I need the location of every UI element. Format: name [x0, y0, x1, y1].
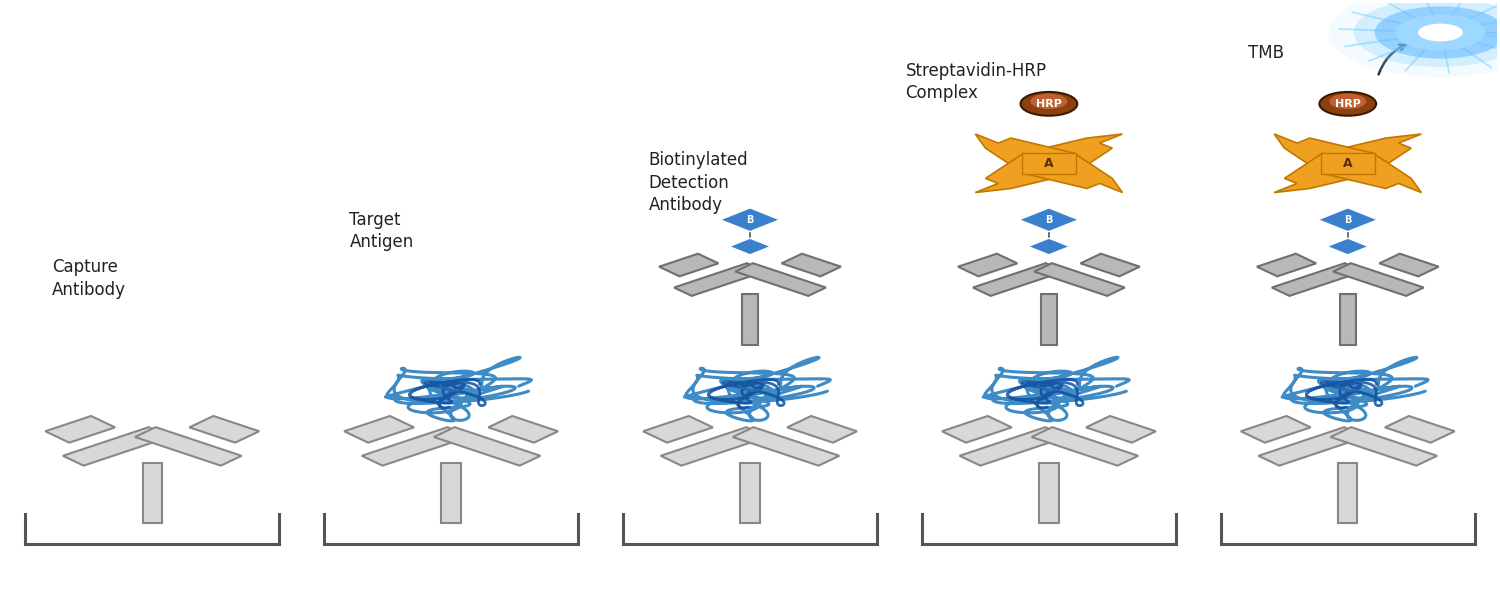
Polygon shape [1086, 416, 1156, 443]
Polygon shape [489, 416, 558, 443]
Polygon shape [1257, 254, 1316, 277]
Polygon shape [958, 254, 1017, 277]
Text: B: B [747, 215, 753, 225]
Text: TMB: TMB [1248, 44, 1284, 62]
Bar [741, 463, 759, 523]
Polygon shape [782, 254, 842, 277]
Polygon shape [729, 238, 771, 255]
Polygon shape [1080, 254, 1140, 277]
Polygon shape [1380, 254, 1438, 277]
Polygon shape [1318, 208, 1377, 232]
Polygon shape [1323, 134, 1422, 173]
Polygon shape [974, 263, 1064, 296]
Polygon shape [1028, 238, 1069, 255]
Polygon shape [1323, 153, 1422, 193]
Polygon shape [1328, 238, 1368, 255]
Polygon shape [362, 427, 468, 466]
Polygon shape [1032, 427, 1138, 466]
Polygon shape [189, 416, 260, 443]
Polygon shape [63, 427, 170, 466]
Circle shape [1395, 14, 1485, 50]
Text: A: A [1342, 157, 1353, 170]
Polygon shape [344, 416, 414, 443]
Bar [142, 463, 162, 523]
Polygon shape [660, 427, 768, 466]
Ellipse shape [1320, 92, 1376, 116]
Polygon shape [720, 208, 780, 232]
Polygon shape [1023, 134, 1122, 173]
Polygon shape [975, 134, 1074, 173]
Bar [1022, 152, 1076, 174]
Polygon shape [1274, 134, 1372, 173]
Text: B: B [1344, 215, 1352, 225]
Bar [441, 463, 460, 523]
Polygon shape [1258, 427, 1365, 466]
Polygon shape [735, 263, 827, 296]
Text: B: B [1046, 215, 1053, 225]
Text: HRP: HRP [1036, 99, 1062, 109]
Polygon shape [1330, 427, 1437, 466]
Text: Biotinylated
Detection
Antibody: Biotinylated Detection Antibody [648, 151, 748, 214]
Bar [1322, 152, 1374, 174]
Ellipse shape [1030, 94, 1068, 109]
Text: HRP: HRP [1335, 99, 1360, 109]
Polygon shape [644, 416, 712, 443]
Ellipse shape [1020, 92, 1077, 116]
Polygon shape [960, 427, 1066, 466]
Text: A: A [1044, 157, 1053, 170]
Circle shape [1354, 0, 1500, 67]
Polygon shape [1384, 416, 1455, 443]
Polygon shape [1274, 153, 1372, 193]
Bar [1041, 294, 1058, 344]
Text: Streptavidin-HRP
Complex: Streptavidin-HRP Complex [906, 62, 1047, 103]
Bar [741, 294, 759, 344]
Polygon shape [658, 254, 718, 277]
Polygon shape [1272, 263, 1362, 296]
Polygon shape [942, 416, 1011, 443]
Polygon shape [788, 416, 856, 443]
Polygon shape [732, 427, 840, 466]
Circle shape [1374, 7, 1500, 59]
Polygon shape [1034, 263, 1125, 296]
Polygon shape [135, 427, 242, 466]
Bar [1040, 463, 1059, 523]
Circle shape [1329, 0, 1500, 77]
Polygon shape [1019, 208, 1078, 232]
Ellipse shape [1329, 94, 1366, 109]
Polygon shape [674, 263, 765, 296]
Polygon shape [1023, 153, 1122, 193]
Polygon shape [433, 427, 540, 466]
Bar [1338, 463, 1358, 523]
Polygon shape [1240, 416, 1311, 443]
Circle shape [1418, 23, 1462, 41]
Polygon shape [45, 416, 116, 443]
Text: Target
Antigen: Target Antigen [350, 211, 414, 251]
Polygon shape [975, 153, 1074, 193]
Bar [1340, 294, 1356, 344]
Polygon shape [1334, 263, 1424, 296]
Text: Capture
Antibody: Capture Antibody [53, 259, 126, 299]
